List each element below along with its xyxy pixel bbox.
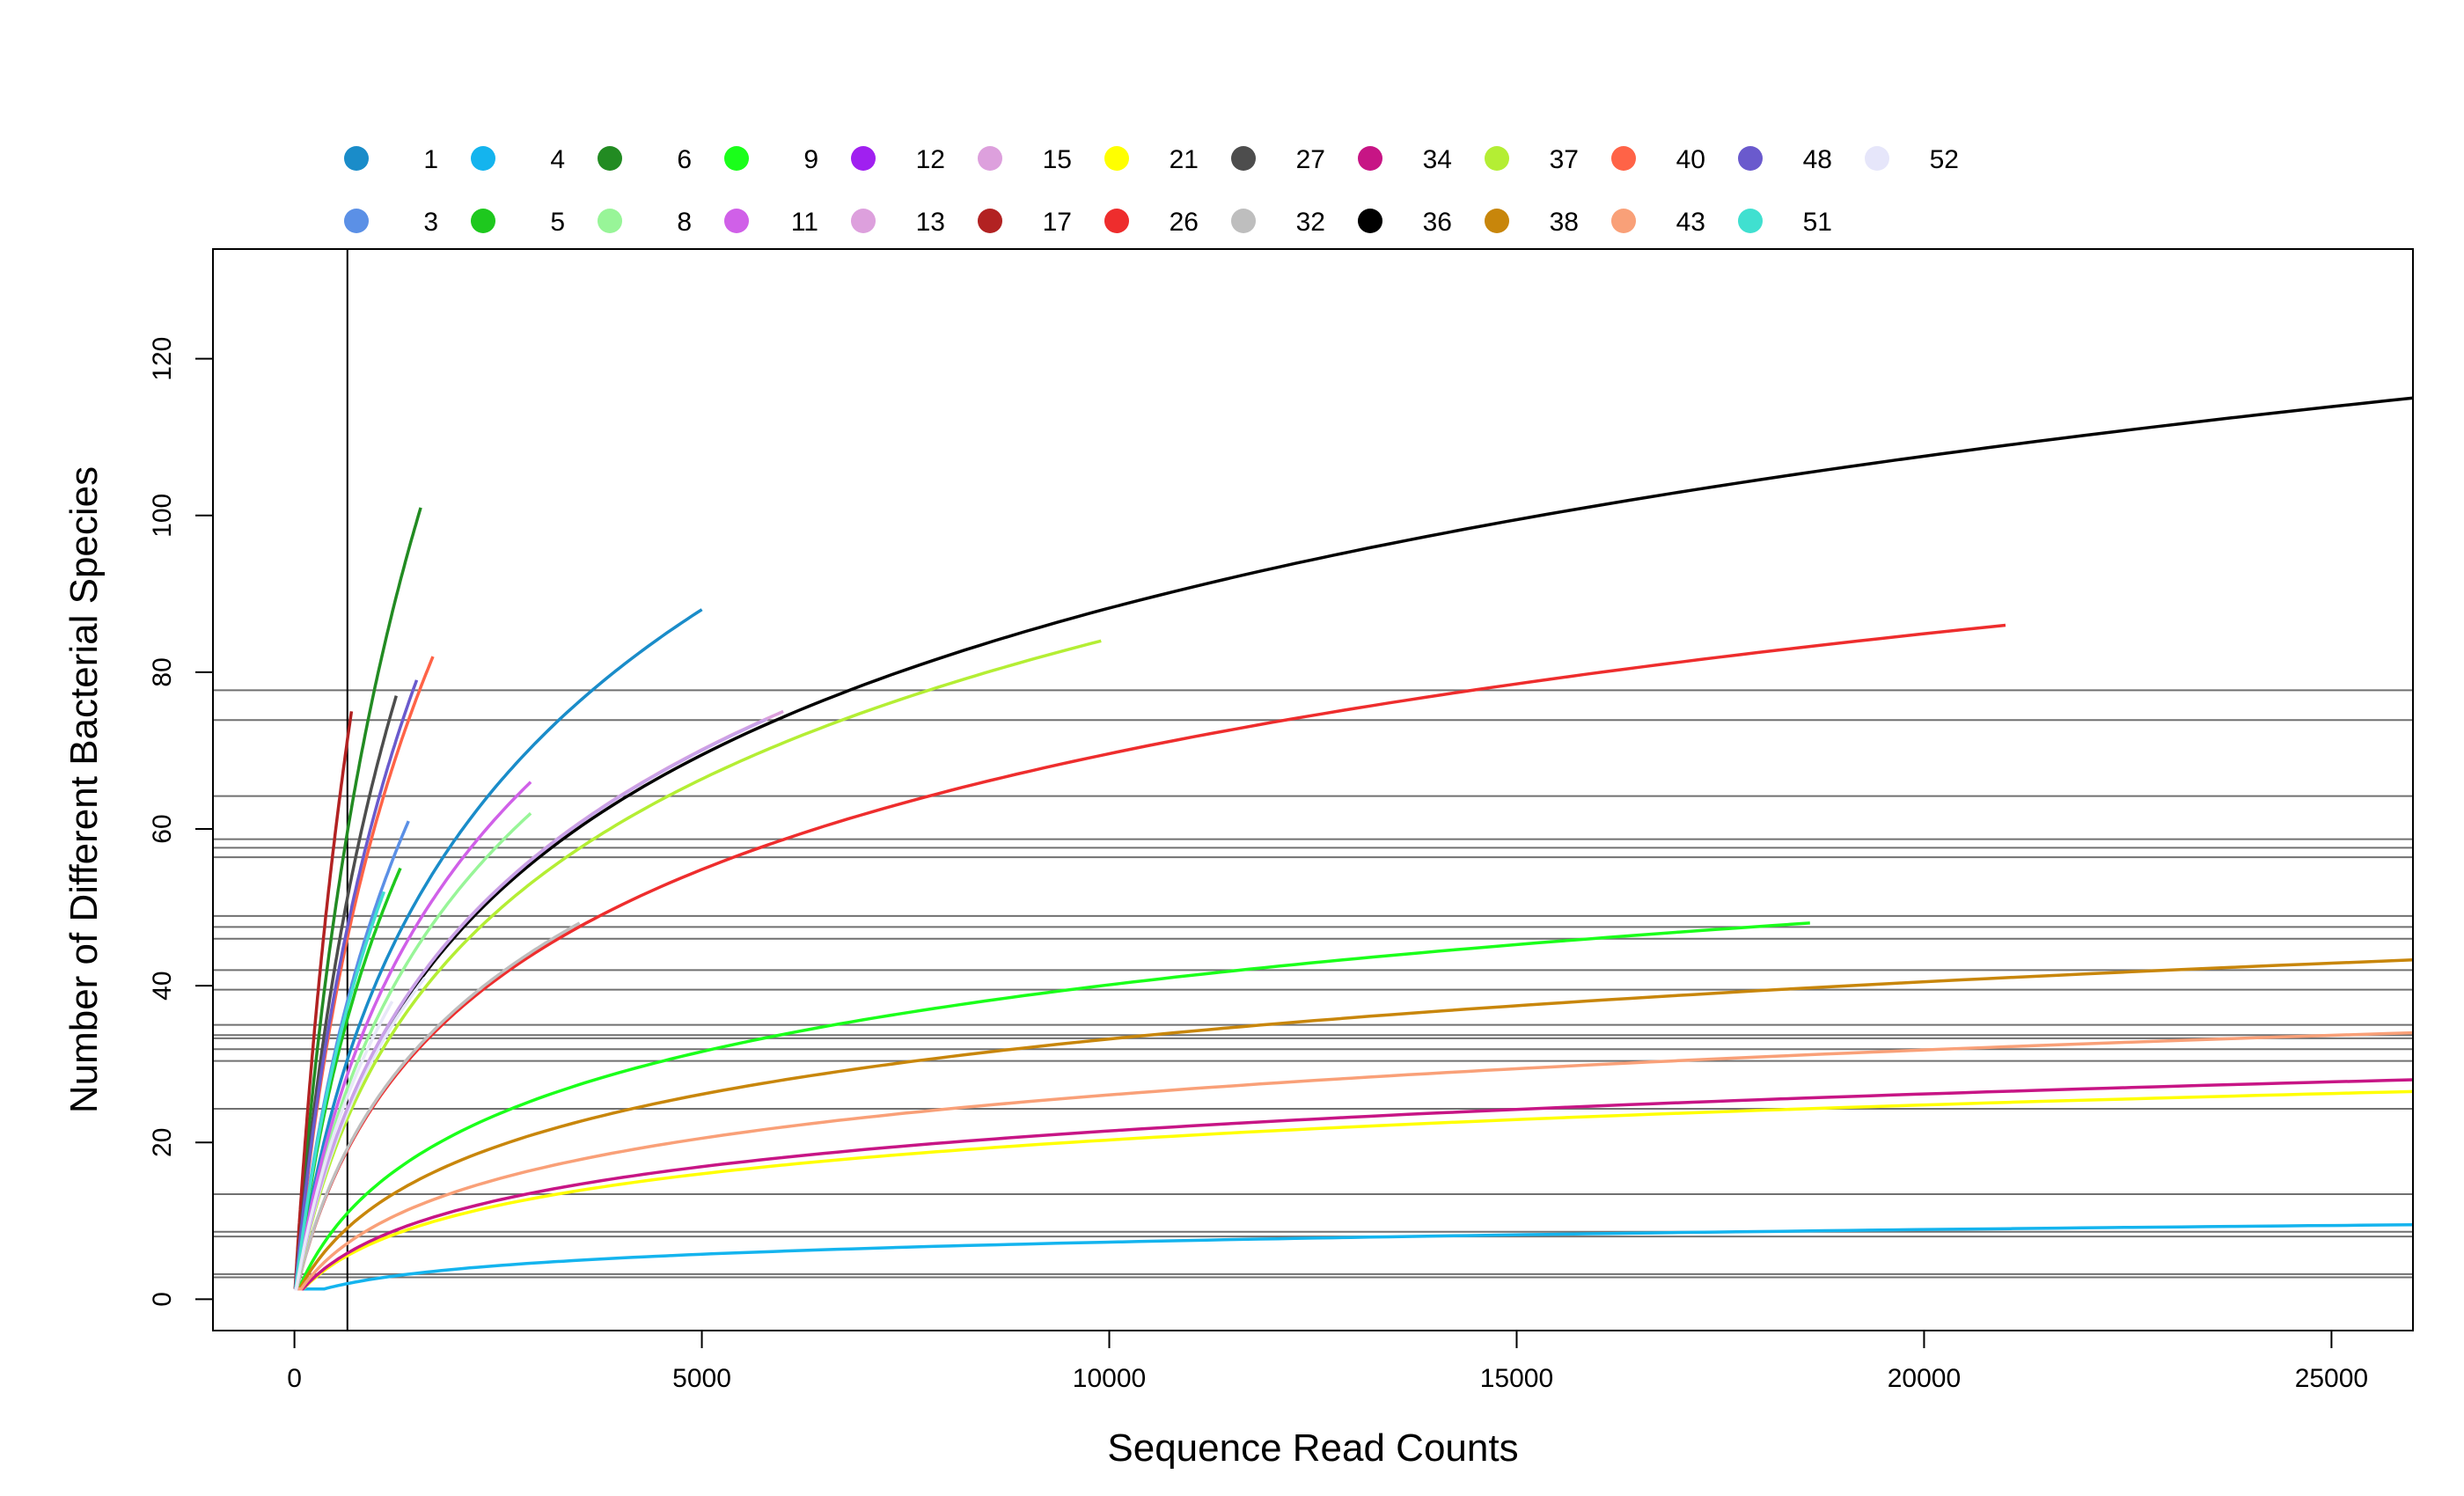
legend-marker-11 <box>724 209 749 233</box>
series-line-38 <box>294 1030 2414 1291</box>
series-line-4 <box>294 1223 2414 1291</box>
legend-marker-40 <box>1611 146 1636 171</box>
legend-marker-37 <box>1485 146 1509 171</box>
legend-marker-5 <box>471 209 495 233</box>
series-line-26 <box>294 921 581 1291</box>
legend-label-5: 5 <box>550 208 565 237</box>
legend-label-43: 43 <box>1676 208 1705 237</box>
x-axis: 0 5000 10000 15000 20000 25000 <box>287 1330 2368 1393</box>
y-tick-label: 60 <box>148 814 177 843</box>
series-line-36 <box>294 958 2414 1291</box>
x-tick-label: 0 <box>287 1364 302 1393</box>
y-tick-label: 20 <box>148 1128 177 1157</box>
series-line-43 <box>294 891 386 1291</box>
series-lines <box>293 396 2414 1291</box>
legend-label-9: 9 <box>803 145 818 174</box>
legend-label-4: 4 <box>550 145 565 174</box>
legend-marker-34 <box>1358 146 1382 171</box>
legend-label-21: 21 <box>1170 145 1199 174</box>
legend-marker-27 <box>1231 146 1256 171</box>
legend-marker-52 <box>1865 146 1889 171</box>
legend-label-51: 51 <box>1803 208 1832 237</box>
legend: 1345689111213151721262732343637384043485… <box>344 145 1959 237</box>
legend-marker-12 <box>851 146 876 171</box>
legend-label-40: 40 <box>1676 145 1705 174</box>
x-tick-label: 10000 <box>1073 1364 1146 1393</box>
legend-marker-51 <box>1738 209 1763 233</box>
series-line-27 <box>294 1078 2414 1291</box>
x-tick-label: 5000 <box>672 1364 731 1393</box>
legend-label-12: 12 <box>916 145 945 174</box>
legend-label-3: 3 <box>423 208 438 237</box>
series-line-1 <box>294 608 703 1291</box>
legend-marker-36 <box>1358 209 1382 233</box>
series-line-51 <box>294 717 768 1291</box>
x-tick-label: 20000 <box>1888 1364 1961 1393</box>
y-axis-title: Number of Different Bacterial Species <box>62 466 106 1113</box>
x-tick-label: 15000 <box>1480 1364 1553 1393</box>
y-axis: 0 20 40 60 80 100 120 <box>148 337 214 1307</box>
series-line-15 <box>294 1089 2414 1291</box>
legend-marker-26 <box>1104 209 1129 233</box>
legend-label-17: 17 <box>1043 208 1072 237</box>
legend-label-1: 1 <box>423 145 438 174</box>
legend-label-11: 11 <box>791 208 818 237</box>
legend-label-37: 37 <box>1550 145 1579 174</box>
legend-marker-4 <box>471 146 495 171</box>
legend-label-26: 26 <box>1170 208 1199 237</box>
legend-marker-43 <box>1611 209 1636 233</box>
legend-label-27: 27 <box>1296 145 1325 174</box>
legend-marker-38 <box>1485 209 1509 233</box>
legend-marker-8 <box>598 209 622 233</box>
legend-marker-48 <box>1738 146 1763 171</box>
legend-label-6: 6 <box>677 145 692 174</box>
legend-label-36: 36 <box>1423 208 1452 237</box>
y-tick-label: 80 <box>148 657 177 686</box>
legend-label-48: 48 <box>1803 145 1832 174</box>
series-line-52 <box>294 1001 394 1291</box>
legend-marker-15 <box>978 146 1002 171</box>
y-tick-label: 120 <box>148 337 177 381</box>
legend-label-34: 34 <box>1423 145 1452 174</box>
legend-label-32: 32 <box>1296 208 1325 237</box>
legend-label-15: 15 <box>1043 145 1072 174</box>
legend-label-52: 52 <box>1930 145 1959 174</box>
legend-label-8: 8 <box>677 208 692 237</box>
series-line-9 <box>294 921 1810 1291</box>
legend-marker-1 <box>344 146 369 171</box>
legend-marker-32 <box>1231 209 1256 233</box>
y-tick-label: 40 <box>148 971 177 1000</box>
series-line-34 <box>294 639 1102 1291</box>
legend-label-38: 38 <box>1550 208 1579 237</box>
y-tick-label: 0 <box>148 1292 177 1307</box>
series-line-32 <box>294 396 2414 1291</box>
legend-marker-6 <box>598 146 622 171</box>
legend-marker-21 <box>1104 146 1129 171</box>
x-tick-label: 25000 <box>2295 1364 2368 1393</box>
legend-marker-13 <box>851 209 876 233</box>
y-tick-label: 100 <box>148 494 177 538</box>
legend-marker-3 <box>344 209 369 233</box>
x-axis-title: Sequence Read Counts <box>1107 1426 1518 1470</box>
legend-label-13: 13 <box>916 208 945 237</box>
legend-marker-9 <box>724 146 749 171</box>
legend-marker-17 <box>978 209 1002 233</box>
